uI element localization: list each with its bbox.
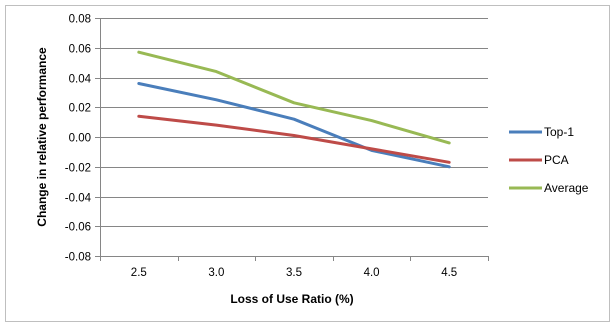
y-tick-label: -0.06	[65, 222, 91, 234]
legend-label: PCA	[544, 153, 569, 167]
x-tick-label: 4.0	[364, 267, 380, 279]
y-tick-label: 0.00	[69, 133, 91, 145]
y-tick-labels: 0.08 0.06 0.04 0.02 0.00 -0.02 -0.04 -0.06 -0.08	[65, 14, 92, 264]
x-axis-title: Loss of Use Ratio (%)	[230, 292, 353, 306]
y-tick-label: -0.02	[65, 163, 91, 175]
y-tick-label: -0.04	[65, 193, 92, 205]
y-tick-label: 0.04	[69, 74, 92, 86]
y-tick-label: -0.08	[65, 252, 91, 264]
series-line-average	[137, 50, 451, 145]
x-tick-label: 3.5	[286, 267, 302, 279]
x-tick-label: 2.5	[131, 267, 147, 279]
y-tick-label: 0.08	[69, 14, 91, 26]
x-tick-label: 4.5	[441, 267, 457, 279]
chart-border	[5, 5, 610, 322]
series-line-pca	[137, 114, 451, 164]
x-tick-label: 3.0	[208, 267, 224, 279]
y-tick-label: 0.06	[69, 44, 91, 56]
series-lines	[137, 50, 451, 169]
axes	[95, 18, 489, 261]
x-tick-labels: 2.5 3.0 3.5 4.0 4.5	[131, 267, 457, 279]
legend-label: Top-1	[544, 125, 574, 139]
gridlines	[100, 18, 488, 257]
legend-label: Average	[544, 181, 589, 195]
series-line-top-1	[137, 82, 451, 169]
y-tick-label: 0.02	[69, 103, 91, 115]
y-axis-title: Change in relative performance	[35, 47, 49, 227]
legend: Top-1 PCA Average	[509, 125, 589, 195]
